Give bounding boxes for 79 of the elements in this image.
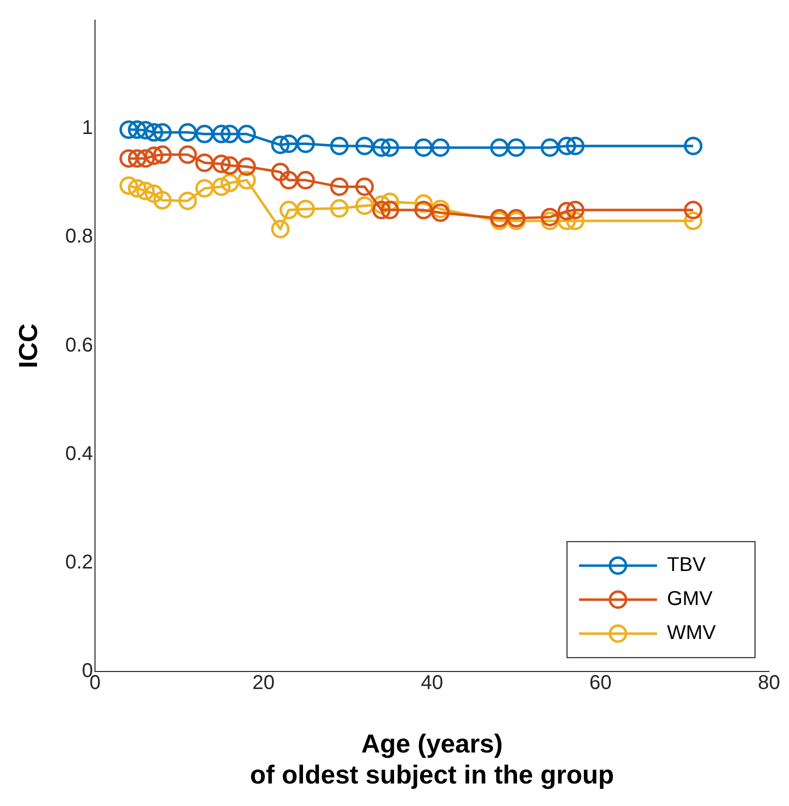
y-tick-label: 0.4 bbox=[65, 442, 94, 465]
point bbox=[330, 177, 349, 196]
x-tick-label: 20 bbox=[252, 672, 275, 694]
x-axis-title: Age (years) of oldest subject in the group bbox=[250, 728, 614, 790]
y-tick-label: 0.8 bbox=[65, 226, 94, 248]
point bbox=[195, 154, 214, 172]
point bbox=[540, 208, 560, 226]
point bbox=[296, 170, 315, 190]
point bbox=[136, 149, 155, 168]
legend-label: WMV bbox=[667, 622, 717, 644]
y-axis-title: ICC bbox=[12, 323, 43, 368]
legend-label: GMV bbox=[667, 588, 714, 610]
point bbox=[490, 208, 509, 228]
point bbox=[507, 138, 526, 157]
point bbox=[280, 170, 298, 190]
x-tick-label: 40 bbox=[420, 672, 444, 694]
point bbox=[128, 149, 146, 168]
point bbox=[144, 123, 164, 142]
point bbox=[128, 179, 146, 198]
point bbox=[355, 136, 374, 156]
point bbox=[330, 199, 349, 218]
point bbox=[144, 146, 164, 165]
point bbox=[153, 145, 172, 164]
point bbox=[212, 154, 231, 174]
point bbox=[684, 200, 702, 220]
point bbox=[220, 124, 240, 144]
point bbox=[212, 124, 231, 144]
point bbox=[296, 134, 315, 154]
point bbox=[178, 145, 197, 164]
point bbox=[280, 134, 298, 154]
point bbox=[178, 192, 197, 210]
point bbox=[296, 200, 315, 218]
point bbox=[271, 162, 290, 182]
point bbox=[372, 200, 391, 220]
point bbox=[220, 156, 240, 175]
point bbox=[153, 123, 172, 142]
point bbox=[558, 136, 576, 156]
point bbox=[128, 120, 146, 139]
point bbox=[271, 220, 290, 238]
y-tick-label: 1 bbox=[82, 117, 94, 140]
point bbox=[144, 184, 164, 204]
y-tick-label: 0.2 bbox=[65, 552, 94, 574]
point bbox=[414, 138, 433, 157]
x-tick-label: 80 bbox=[758, 672, 780, 694]
point bbox=[119, 149, 138, 168]
point bbox=[330, 136, 349, 156]
point bbox=[153, 191, 172, 210]
point bbox=[684, 212, 702, 230]
point bbox=[507, 208, 526, 228]
x-tick-label: 60 bbox=[589, 672, 612, 694]
point bbox=[684, 136, 702, 156]
point bbox=[136, 120, 155, 140]
point bbox=[380, 200, 400, 220]
point bbox=[271, 136, 290, 154]
point bbox=[355, 177, 374, 196]
point bbox=[490, 138, 509, 157]
point bbox=[136, 182, 155, 200]
point bbox=[195, 179, 214, 198]
point bbox=[380, 138, 400, 157]
point bbox=[355, 196, 374, 215]
point bbox=[119, 120, 138, 139]
point bbox=[195, 124, 214, 144]
point bbox=[212, 177, 231, 196]
point bbox=[566, 200, 584, 220]
point bbox=[558, 202, 576, 220]
point bbox=[178, 123, 197, 142]
y-tick-label: 0.6 bbox=[65, 334, 94, 356]
legend-label: TBV bbox=[667, 554, 707, 576]
point bbox=[119, 176, 138, 195]
point bbox=[414, 200, 433, 220]
point bbox=[220, 174, 240, 192]
point bbox=[280, 200, 298, 220]
point bbox=[431, 138, 450, 157]
point bbox=[237, 124, 256, 144]
point bbox=[431, 204, 450, 222]
point bbox=[540, 138, 560, 157]
point bbox=[566, 136, 584, 156]
point bbox=[372, 138, 391, 157]
point bbox=[237, 157, 256, 176]
